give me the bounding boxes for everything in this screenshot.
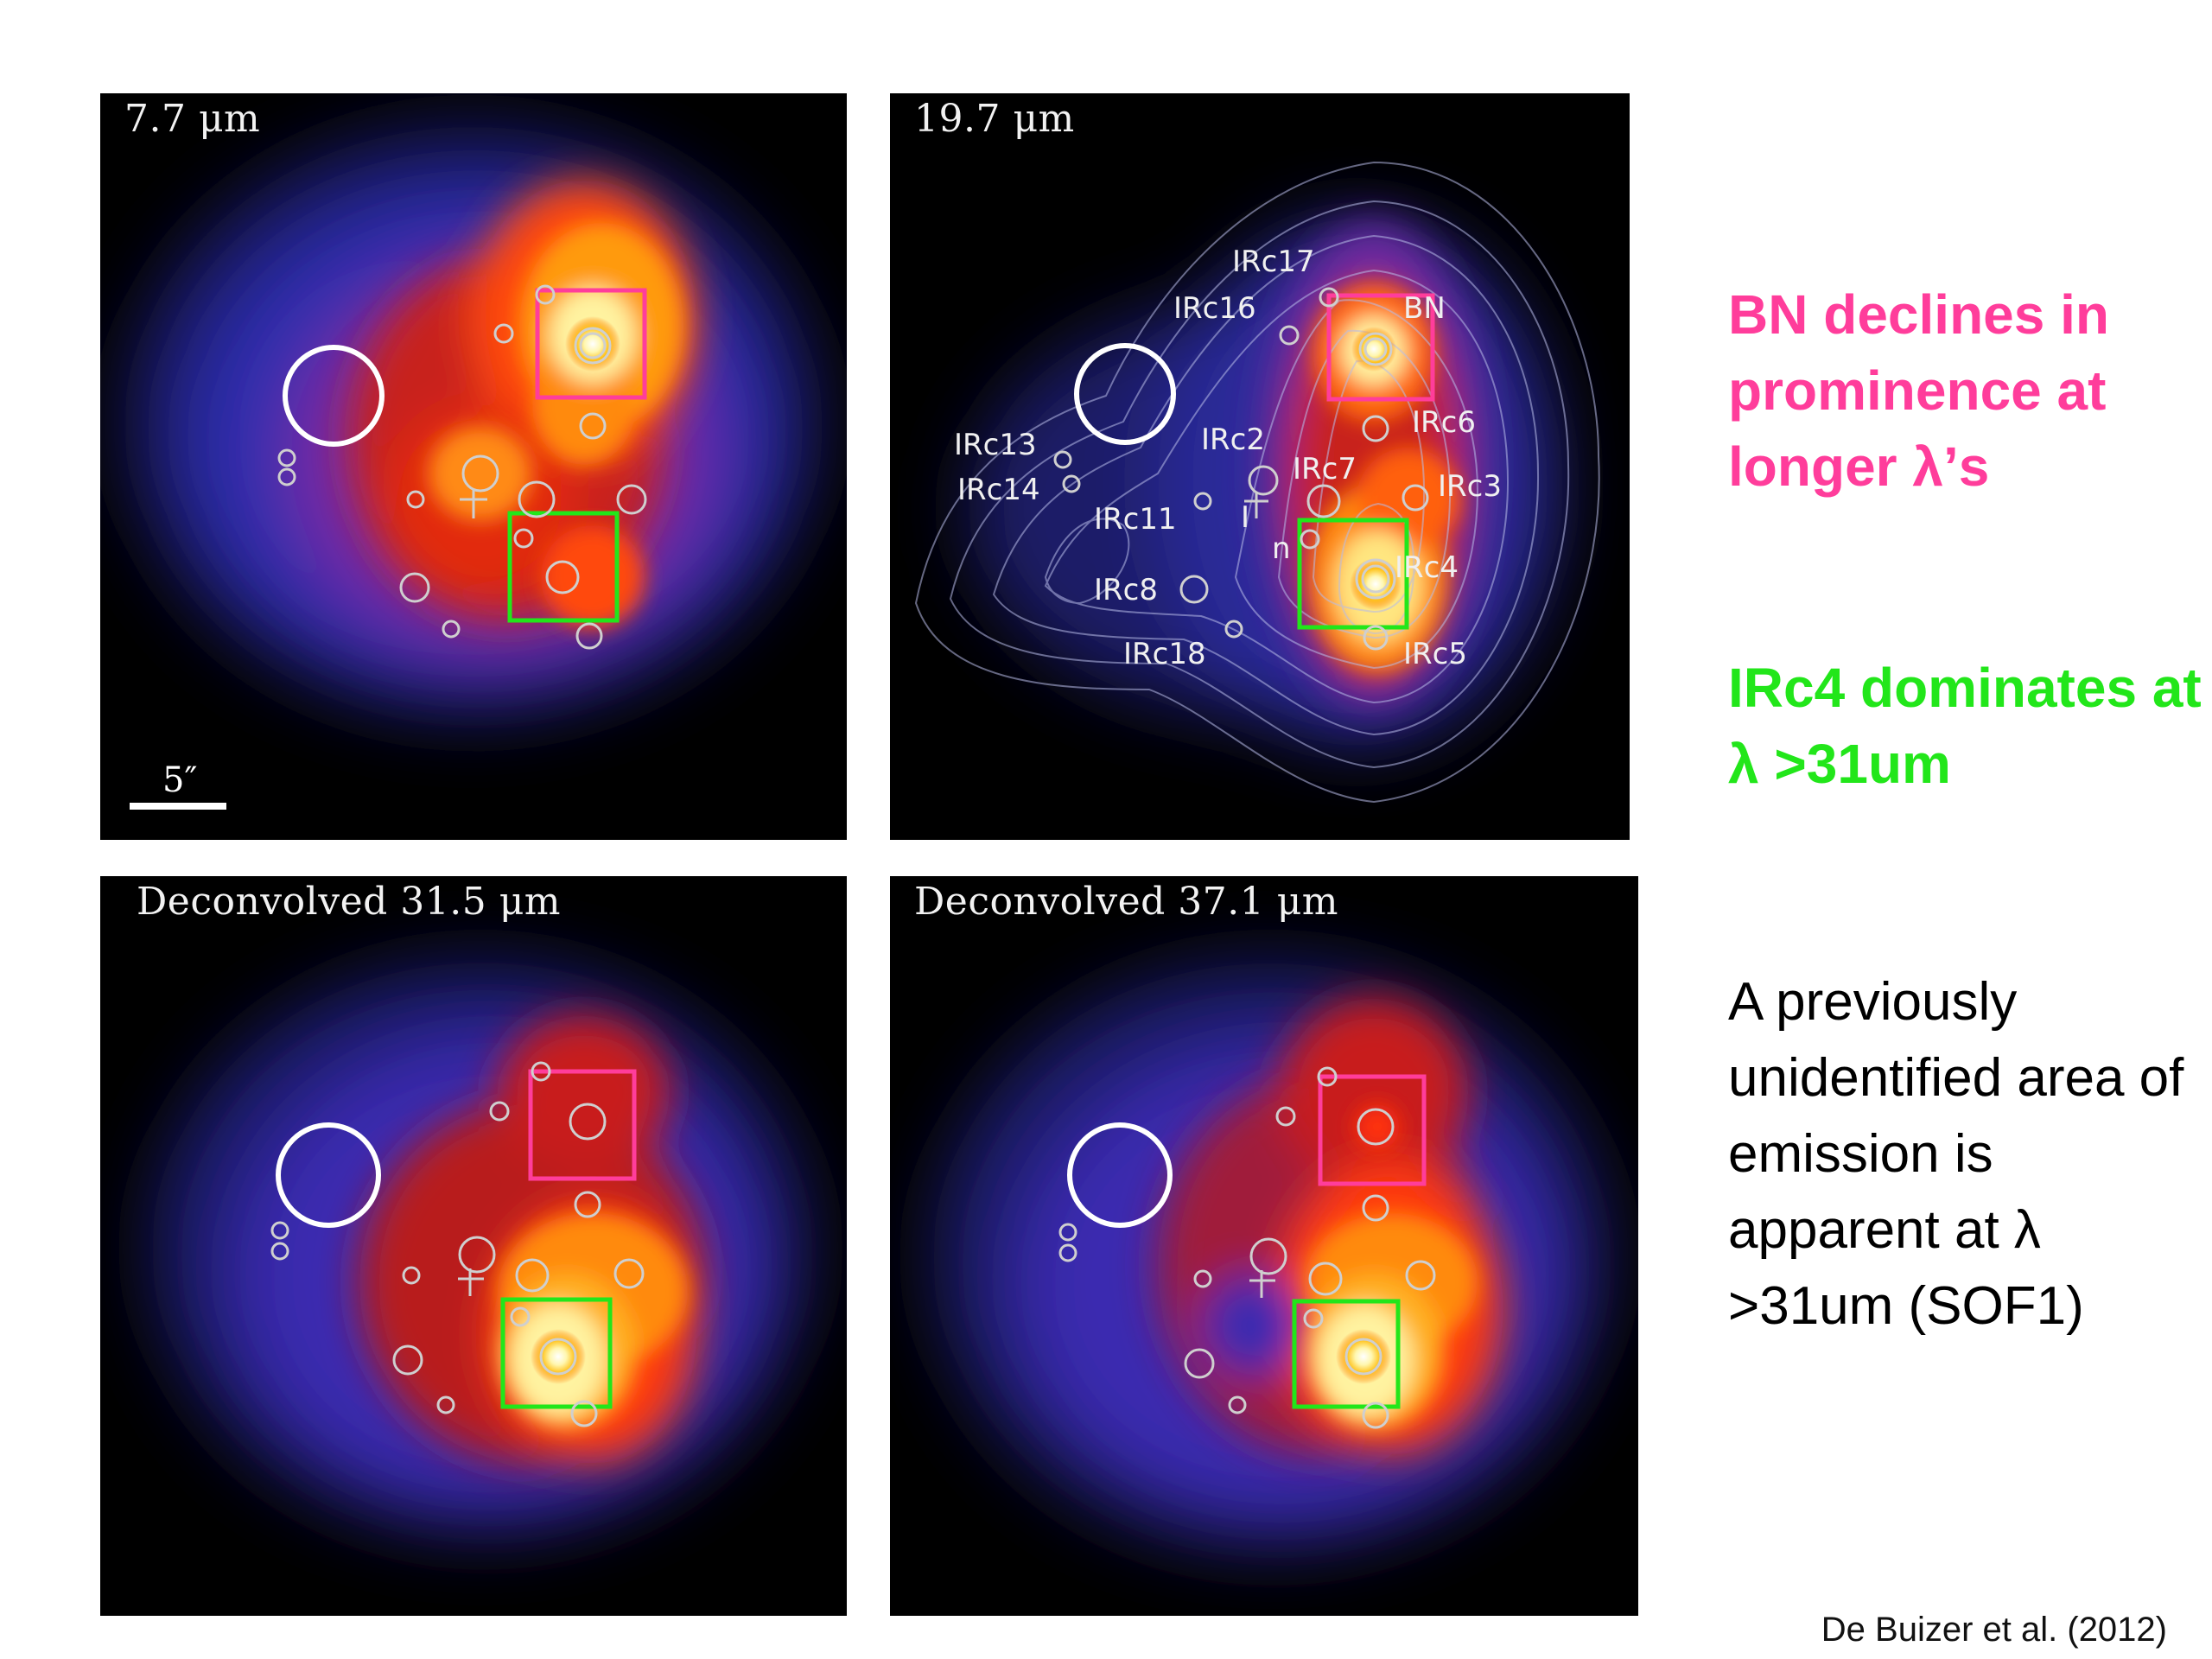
panel-label-31-5um: Deconvolved 31.5 μm xyxy=(137,880,562,924)
panel-31-5um: Deconvolved 31.5 μm xyxy=(100,876,847,1616)
note-new-emission-area: A previously unidentified area of emissi… xyxy=(1728,972,2184,1336)
new-area-circle xyxy=(1067,1122,1173,1228)
scale-bar-label: 5″ xyxy=(162,760,197,800)
bn-box xyxy=(535,288,647,400)
irc4-box xyxy=(1297,518,1409,630)
panel-label-37-1um: Deconvolved 37.1 μm xyxy=(914,880,1339,924)
panel-label-19-7um: 19.7 μm xyxy=(914,97,1075,141)
svg-text:IRc11: IRc11 xyxy=(1094,502,1177,537)
bn-box xyxy=(1326,293,1435,402)
svg-text:IRc5: IRc5 xyxy=(1403,637,1467,671)
svg-text:n: n xyxy=(1272,531,1291,566)
panel-label-7-7um: 7.7 μm xyxy=(124,97,261,141)
panel-19-7um: IRc17 IRc16 BN IRc6 IRc13 IRc2 IRc7 IRc3… xyxy=(890,93,1630,840)
svg-text:IRc2: IRc2 xyxy=(1201,423,1265,457)
svg-text:IRc14: IRc14 xyxy=(957,473,1040,507)
note-irc4-dominates: IRc4 dominates at λ >31um xyxy=(1728,657,2202,795)
svg-text:IRc7: IRc7 xyxy=(1293,452,1357,486)
panel-37-1um: Deconvolved 37.1 μm xyxy=(890,876,1638,1616)
emission-map-7-7um: 5″ xyxy=(126,128,817,810)
note-bn-declines: BN declines in prominence at longer λ’s xyxy=(1728,283,2109,498)
irc4-box xyxy=(500,1297,613,1409)
svg-text:IRc3: IRc3 xyxy=(1438,469,1502,504)
svg-text:IRc18: IRc18 xyxy=(1123,637,1206,671)
emission-map-19-7um: IRc17 IRc16 BN IRc6 IRc13 IRc2 IRc7 IRc3… xyxy=(914,161,1600,804)
svg-text:IRc4: IRc4 xyxy=(1395,550,1459,585)
panel-7-7um: 5″ 7.7 μm xyxy=(100,93,847,840)
svg-text:IRc17: IRc17 xyxy=(1232,245,1315,279)
scale-bar: 5″ xyxy=(130,760,226,810)
irc4-box xyxy=(507,511,620,623)
new-area-circle xyxy=(276,1122,381,1228)
svg-text:IRc13: IRc13 xyxy=(954,428,1037,462)
bn-box xyxy=(528,1069,637,1181)
emission-map-37-1um xyxy=(933,963,1607,1550)
emission-map-31-5um xyxy=(152,963,809,1533)
source-markers xyxy=(270,1061,645,1427)
citation: De Buizer et al. (2012) xyxy=(1821,1611,2167,1649)
svg-text:IRc8: IRc8 xyxy=(1094,573,1158,607)
new-area-circle xyxy=(1074,343,1176,445)
new-area-circle xyxy=(283,345,385,447)
source-markers xyxy=(1058,1066,1436,1429)
source-markers xyxy=(277,284,647,650)
source-markers xyxy=(1053,287,1429,651)
bn-box xyxy=(1318,1074,1427,1186)
svg-text:BN: BN xyxy=(1403,291,1446,326)
irc4-box xyxy=(1292,1299,1401,1409)
svg-text:I: I xyxy=(1241,500,1249,535)
svg-text:IRc6: IRc6 xyxy=(1412,405,1476,440)
svg-text:IRc16: IRc16 xyxy=(1173,291,1256,326)
source-labels: IRc17 IRc16 BN IRc6 IRc13 IRc2 IRc7 IRc3… xyxy=(954,245,1502,671)
